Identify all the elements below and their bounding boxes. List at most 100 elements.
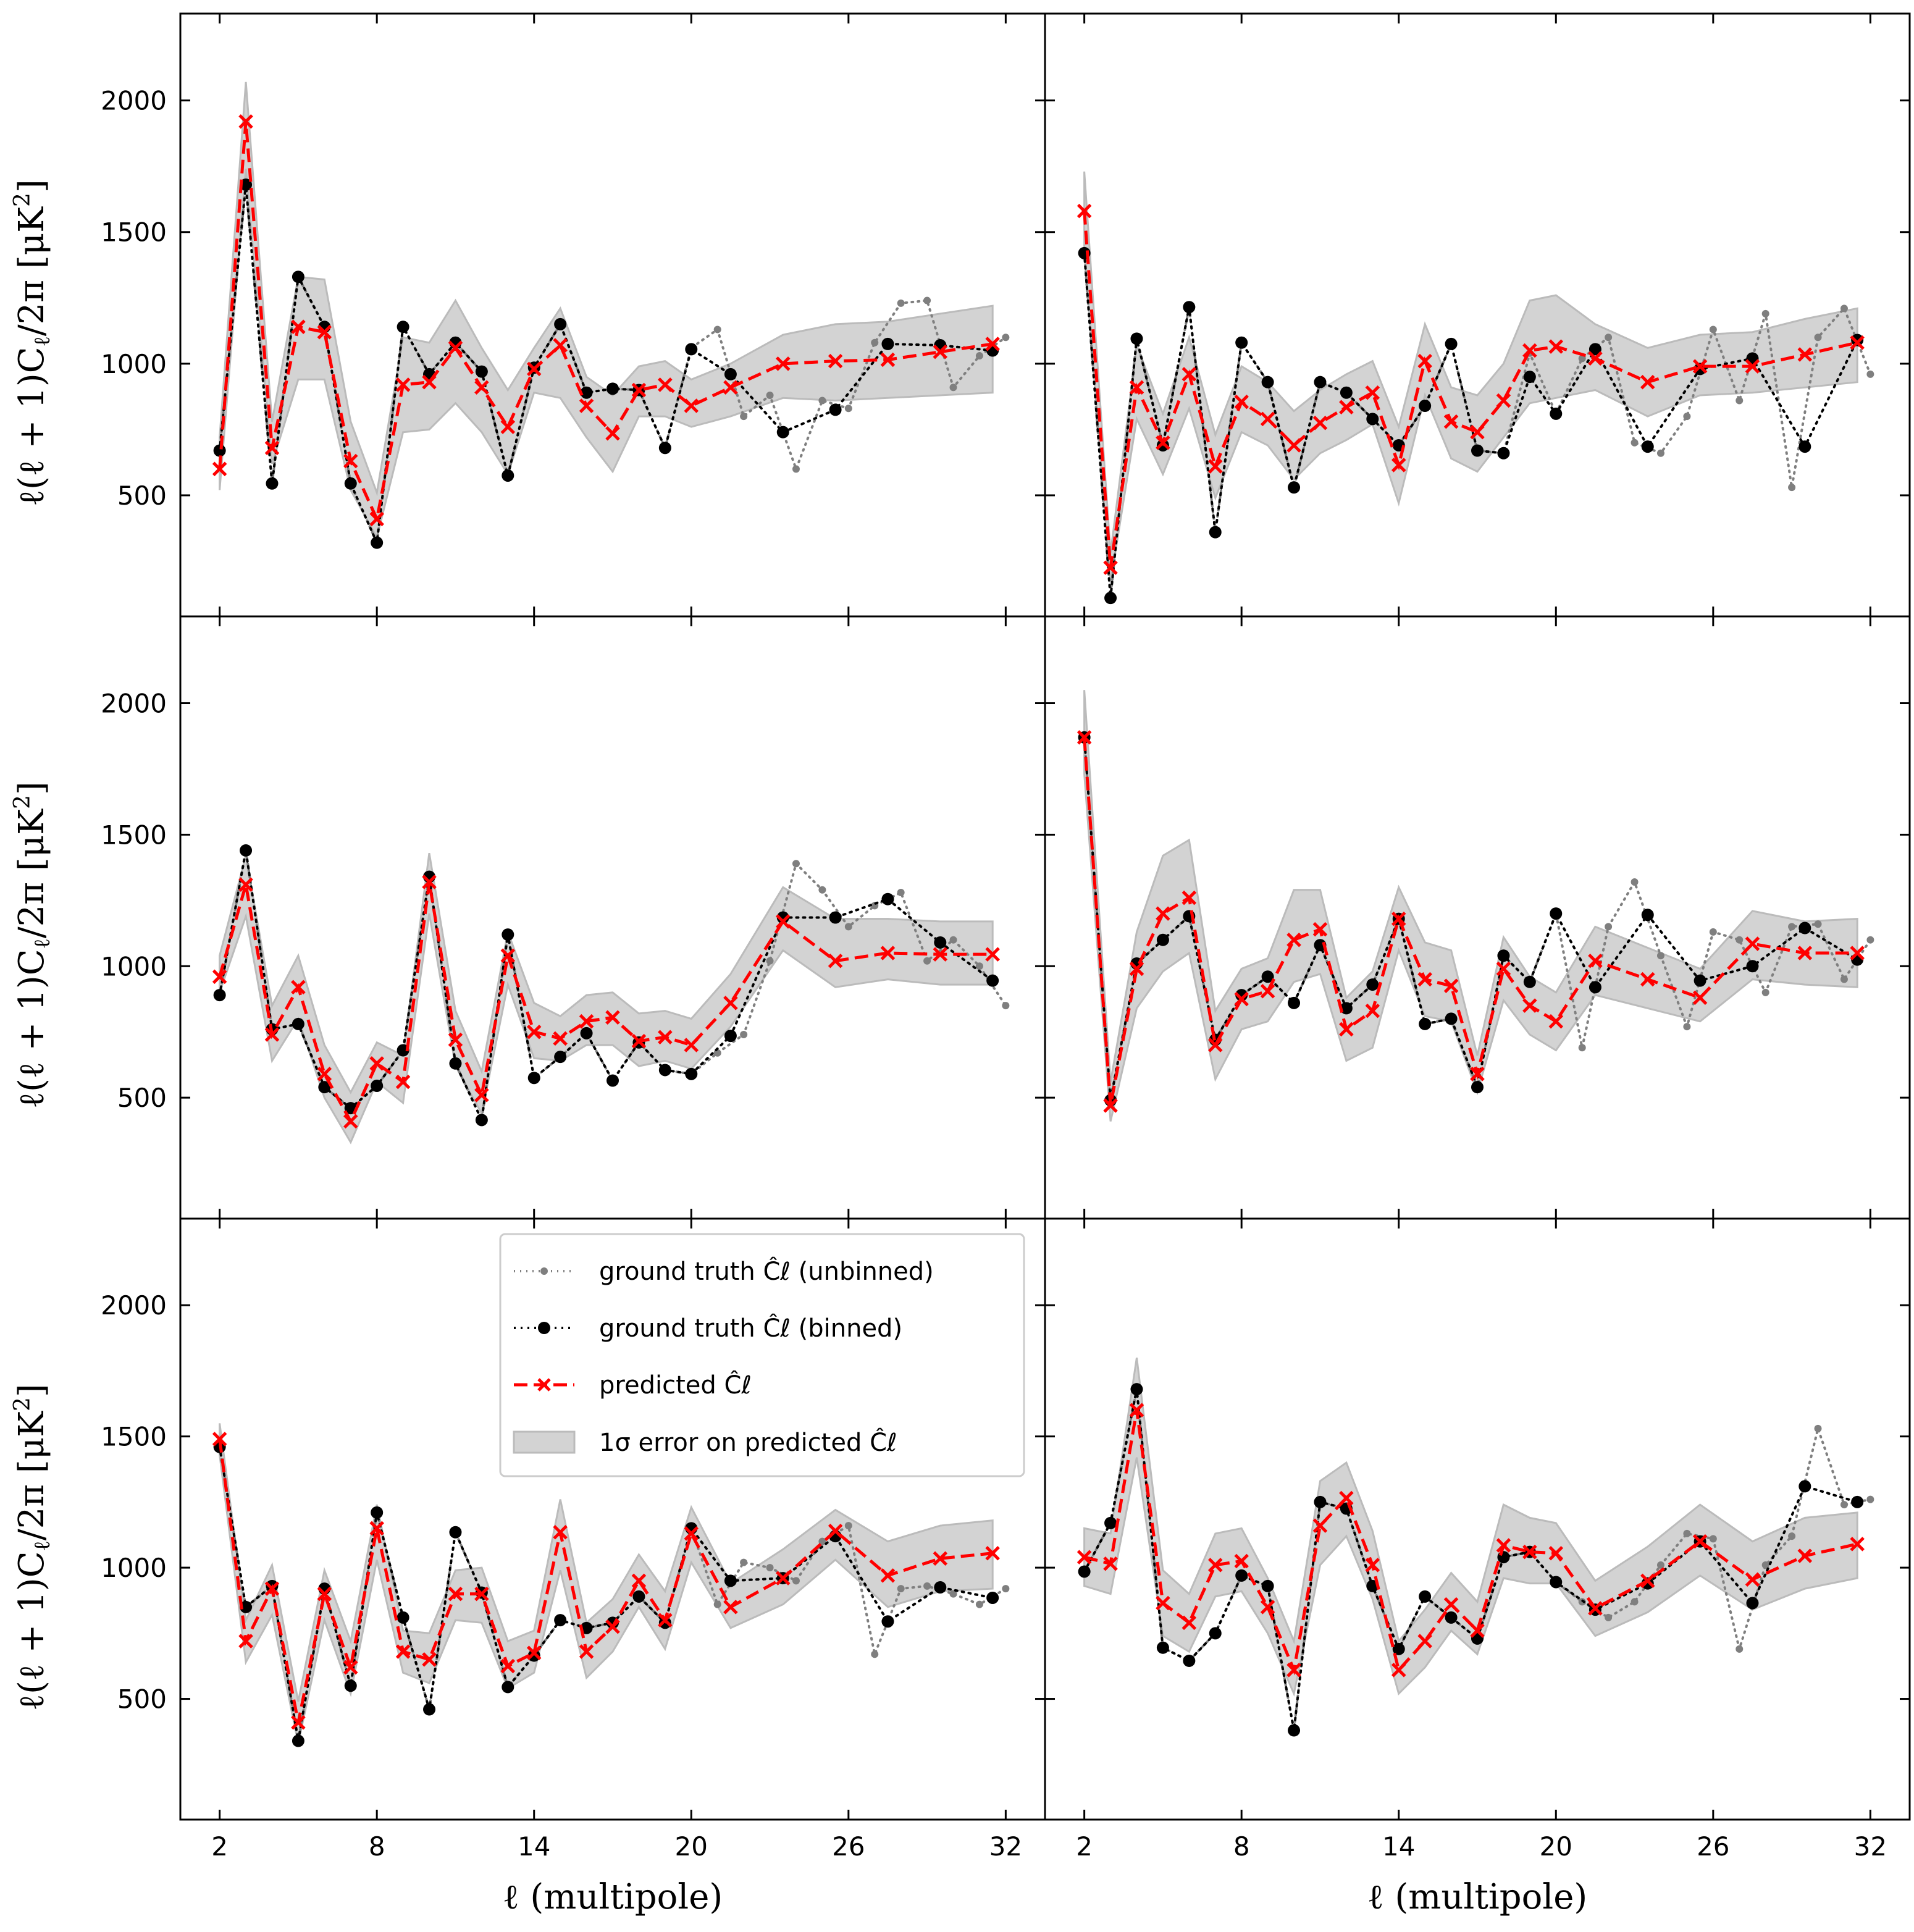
y-tick-label: 2000: [101, 689, 167, 719]
predicted-marker: [526, 361, 542, 377]
binned-point: [1130, 1383, 1143, 1396]
x-tick-label: 26: [1697, 1831, 1729, 1862]
x-tick-label: 14: [1382, 1831, 1415, 1862]
binned-point: [449, 1526, 462, 1539]
predicted-marker: [1129, 1403, 1144, 1418]
binned-point: [213, 989, 226, 1002]
binned-point: [881, 337, 894, 350]
error-band: [219, 1423, 994, 1744]
predicted-marker: [1640, 374, 1655, 390]
predicted-marker: [500, 948, 516, 964]
predicted-marker: [1182, 367, 1197, 382]
binned-point: [1799, 922, 1811, 934]
unbinned-point: [1631, 439, 1639, 447]
binned-point: [1746, 960, 1759, 973]
predicted-marker: [1470, 1623, 1485, 1638]
binned-point: [240, 844, 253, 857]
predicted-marker: [291, 1715, 306, 1730]
x-tick-label: 20: [1540, 1831, 1572, 1862]
predicted-marker: [422, 1652, 437, 1667]
binned-point: [344, 1679, 357, 1692]
unbinned-point: [1788, 923, 1796, 931]
ylabel-row-3: ℓ(ℓ + 1)Cℓ/2π [μK2]: [10, 1384, 55, 1711]
unbinned-point: [1761, 1561, 1769, 1569]
unbinned-point: [1709, 326, 1717, 334]
unbinned-point: [1840, 975, 1848, 983]
legend-entry-unbinned: ground truth Ĉℓ (unbinned): [514, 1256, 934, 1286]
binned-point: [1104, 592, 1117, 605]
predicted-marker: [474, 1586, 489, 1602]
unbinned-point: [818, 886, 826, 894]
predicted-marker: [579, 1644, 594, 1659]
binned-point: [371, 536, 384, 549]
y-tick-label: 500: [117, 1083, 167, 1113]
binned-point: [1366, 978, 1379, 991]
binned-point: [1419, 400, 1432, 413]
predicted-marker: [1077, 1550, 1092, 1564]
predicted-marker: [1365, 385, 1380, 400]
binned-point: [1209, 526, 1222, 539]
unbinned-point: [1709, 1535, 1717, 1543]
predicted-marker: [1129, 380, 1144, 395]
binned-point: [1104, 1516, 1117, 1529]
predicted-marker: [500, 1658, 516, 1674]
predicted-marker: [238, 114, 253, 129]
predicted-marker: [1548, 339, 1564, 354]
panel-content: [212, 82, 1010, 549]
ylabel-row-1: ℓ(ℓ + 1)Cℓ/2π [μK2]: [10, 179, 55, 506]
binned-point: [1366, 413, 1379, 426]
unbinned-point: [1578, 1044, 1586, 1052]
binned-point: [1261, 376, 1274, 388]
unbinned-point: [1656, 449, 1664, 457]
predicted-marker: [238, 1634, 253, 1648]
predicted-marker: [1286, 1663, 1301, 1678]
predicted-marker: [1850, 1537, 1865, 1552]
unbinned-point: [1866, 1495, 1874, 1503]
predicted-marker: [1417, 1634, 1432, 1648]
predicted-marker: [1522, 998, 1537, 1013]
predicted-marker: [1797, 1548, 1813, 1563]
binned-point: [1288, 1724, 1301, 1737]
predicted-marker: [723, 996, 738, 1010]
unbinned-point: [766, 957, 774, 965]
unbinned-point: [713, 1600, 721, 1608]
unbinned-point: [897, 299, 905, 307]
predicted-marker: [448, 340, 463, 356]
binned-point: [1156, 1641, 1169, 1654]
predicted-marker: [1365, 1003, 1380, 1018]
predicted-marker: [291, 980, 306, 995]
predicted-marker: [1260, 411, 1275, 427]
predicted-marker: [1182, 1615, 1197, 1631]
predicted-marker: [1234, 394, 1249, 410]
unbinned-point: [844, 1522, 852, 1530]
predicted-marker: [264, 440, 280, 455]
x-tick-label: 32: [1854, 1831, 1887, 1862]
predicted-marker: [264, 1581, 280, 1596]
predicted-marker: [1417, 972, 1432, 987]
binned-point: [1288, 481, 1301, 494]
predicted-marker: [212, 1432, 227, 1447]
predicted-marker: [1156, 906, 1170, 921]
predicted-marker: [422, 875, 437, 889]
predicted-marker: [553, 338, 568, 353]
binned-point: [1261, 970, 1274, 983]
binned-point: [554, 1614, 567, 1627]
y-tick-label: 1000: [101, 951, 167, 981]
binned-point: [1288, 996, 1301, 1009]
binned-point: [1235, 336, 1248, 349]
y-tick-label: 1000: [101, 1553, 167, 1583]
y-tick-label: 1500: [101, 1422, 167, 1452]
panel-content: [1077, 171, 1874, 605]
predicted-marker: [1496, 1538, 1511, 1553]
unbinned-point: [1002, 1002, 1010, 1010]
binned-point: [607, 1074, 619, 1087]
predicted-marker: [1391, 1663, 1406, 1678]
unbinned-point: [1605, 923, 1613, 931]
ylabel-row-2: ℓ(ℓ + 1)Cℓ/2π [μK2]: [10, 781, 55, 1109]
predicted-marker: [1207, 1558, 1223, 1573]
x-tick-label: 26: [832, 1831, 865, 1862]
predicted-marker: [1588, 953, 1603, 968]
predicted-marker: [448, 1032, 463, 1048]
predicted-marker: [1588, 351, 1603, 366]
predicted-marker: [605, 1010, 620, 1025]
